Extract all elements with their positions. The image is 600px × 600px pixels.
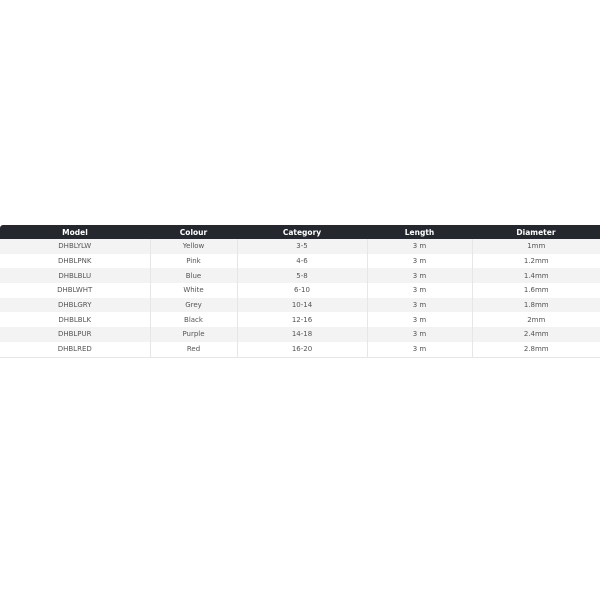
cell-length: 3 m bbox=[367, 268, 473, 284]
cell-category: 16-20 bbox=[237, 341, 368, 357]
cell-model: DHBLWHT bbox=[0, 283, 151, 298]
table-row: DHBLPNK Pink 4-6 3 m 1.2mm bbox=[0, 253, 600, 269]
cell-category: 3-5 bbox=[237, 239, 368, 254]
cell-diameter: 2.8mm bbox=[472, 341, 600, 357]
cell-category: 10-14 bbox=[237, 297, 368, 313]
cell-model: DHBLPNK bbox=[0, 253, 151, 269]
cell-diameter: 1.2mm bbox=[472, 253, 600, 269]
table-row: DHBLPUR Purple 14-18 3 m 2.4mm bbox=[0, 327, 600, 342]
cell-length: 3 m bbox=[367, 283, 473, 298]
table-row: DHBLGRY Grey 10-14 3 m 1.8mm bbox=[0, 297, 600, 313]
cell-colour: Grey bbox=[150, 297, 238, 313]
cell-model: DHBLYLW bbox=[0, 239, 151, 254]
cell-length: 3 m bbox=[367, 327, 473, 342]
cell-diameter: 1.8mm bbox=[472, 297, 600, 313]
cell-diameter: 2mm bbox=[472, 312, 600, 328]
table-row: DHBLBLU Blue 5-8 3 m 1.4mm bbox=[0, 268, 600, 284]
cell-diameter: 1mm bbox=[472, 239, 600, 254]
cell-colour: Pink bbox=[150, 253, 238, 269]
header-model: Model bbox=[0, 225, 150, 239]
cell-category: 5-8 bbox=[237, 268, 368, 284]
cell-colour: White bbox=[150, 283, 238, 298]
product-spec-table: Model Colour Category Length Diameter DH… bbox=[0, 225, 600, 358]
table-row: DHBLYLW Yellow 3-5 3 m 1mm bbox=[0, 239, 600, 254]
cell-category: 6-10 bbox=[237, 283, 368, 298]
cell-diameter: 1.4mm bbox=[472, 268, 600, 284]
table-row: DHBLWHT White 6-10 3 m 1.6mm bbox=[0, 283, 600, 298]
cell-model: DHBLBLK bbox=[0, 312, 151, 328]
cell-length: 3 m bbox=[367, 341, 473, 357]
cell-colour: Blue bbox=[150, 268, 238, 284]
cell-length: 3 m bbox=[367, 239, 473, 254]
cell-colour: Black bbox=[150, 312, 238, 328]
cell-colour: Purple bbox=[150, 327, 238, 342]
header-colour: Colour bbox=[150, 225, 237, 239]
cell-model: DHBLGRY bbox=[0, 297, 151, 313]
cell-length: 3 m bbox=[367, 297, 473, 313]
cell-category: 12-16 bbox=[237, 312, 368, 328]
table-row: DHBLRED Red 16-20 3 m 2.8mm bbox=[0, 341, 600, 357]
cell-model: DHBLRED bbox=[0, 341, 151, 357]
header-length: Length bbox=[367, 225, 472, 239]
table-row: DHBLBLK Black 12-16 3 m 2mm bbox=[0, 312, 600, 328]
cell-diameter: 1.6mm bbox=[472, 283, 600, 298]
header-diameter: Diameter bbox=[472, 225, 600, 239]
cell-model: DHBLBLU bbox=[0, 268, 151, 284]
cell-category: 4-6 bbox=[237, 253, 368, 269]
cell-category: 14-18 bbox=[237, 327, 368, 342]
cell-colour: Red bbox=[150, 341, 238, 357]
header-category: Category bbox=[237, 225, 367, 239]
cell-colour: Yellow bbox=[150, 239, 238, 254]
cell-length: 3 m bbox=[367, 312, 473, 328]
cell-diameter: 2.4mm bbox=[472, 327, 600, 342]
cell-model: DHBLPUR bbox=[0, 327, 151, 342]
header-row: Model Colour Category Length Diameter bbox=[0, 225, 600, 239]
cell-length: 3 m bbox=[367, 253, 473, 269]
